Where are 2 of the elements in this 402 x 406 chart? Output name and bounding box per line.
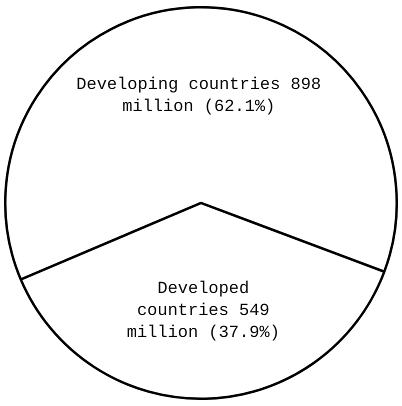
slice-label: Developing countries 898 million (62.1%) bbox=[76, 76, 322, 117]
slice-label: Developed countries 549 million (37.9%) bbox=[126, 280, 280, 344]
